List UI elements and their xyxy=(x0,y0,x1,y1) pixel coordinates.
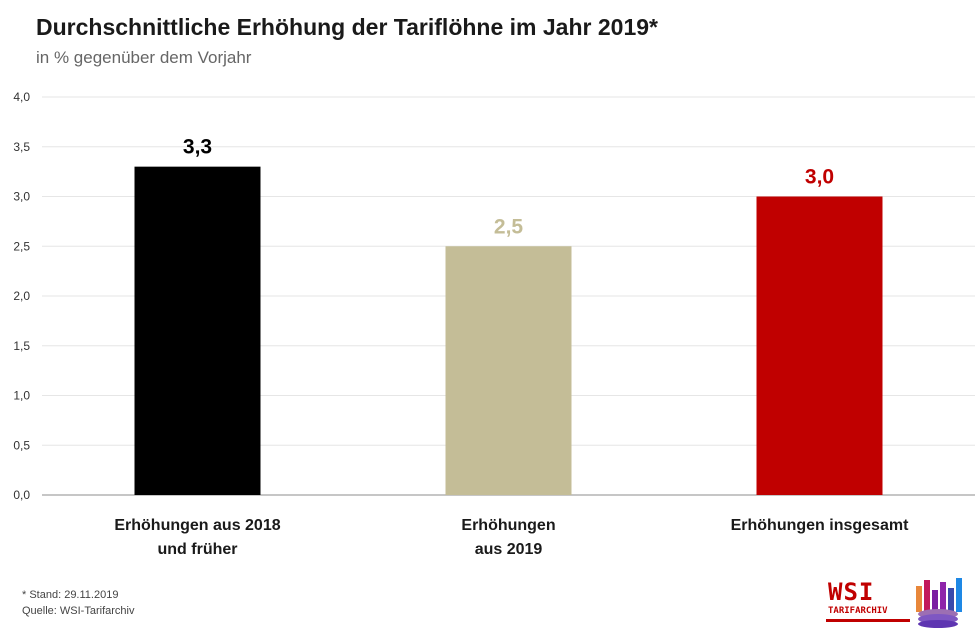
source-note: Quelle: WSI-Tarifarchiv xyxy=(22,605,135,617)
x-category-label: und früher xyxy=(158,541,238,558)
y-tick-label: 1,5 xyxy=(13,339,30,353)
y-tick-label: 3,0 xyxy=(13,190,30,204)
bar-chart: 0,0 0,5 1,0 1,5 2,0 2,5 3,0 3,5 4,0 3,3 Erhöhungen… xyxy=(13,90,975,558)
y-tick-label: 4,0 xyxy=(13,90,30,104)
data-label: 3,0 xyxy=(805,166,834,189)
bar xyxy=(756,196,883,495)
logo-underline xyxy=(826,619,910,622)
x-category-label: Erhöhungen insgesamt xyxy=(731,517,909,534)
wsi-tarifarchiv-logo: WSI TARIFARCHIV xyxy=(818,576,973,628)
logo-wsi-text: WSI xyxy=(828,578,875,606)
archive-stack-icon xyxy=(916,578,962,628)
chart-title: Durchschnittliche Erhöhung der Tariflöhn… xyxy=(36,14,658,40)
x-category-label: Erhöhungen xyxy=(461,517,555,534)
y-tick-label: 0,5 xyxy=(13,438,30,452)
y-tick-label: 2,0 xyxy=(13,289,30,303)
bar xyxy=(134,166,261,495)
bar xyxy=(445,246,572,495)
data-label: 2,5 xyxy=(494,215,524,238)
y-tick-label: 0,0 xyxy=(13,488,30,502)
logo-tarifarchiv-text: TARIFARCHIV xyxy=(828,606,888,616)
y-tick-label: 3,5 xyxy=(13,140,30,154)
data-label: 3,3 xyxy=(183,136,212,159)
footnote-date: * Stand: 29.11.2019 xyxy=(22,589,119,601)
y-tick-label: 2,5 xyxy=(13,239,30,253)
chart-subtitle: in % gegenüber dem Vorjahr xyxy=(36,48,252,67)
x-category-label: aus 2019 xyxy=(475,541,543,558)
x-category-label: Erhöhungen aus 2018 xyxy=(114,517,280,534)
y-tick-label: 1,0 xyxy=(13,389,30,403)
